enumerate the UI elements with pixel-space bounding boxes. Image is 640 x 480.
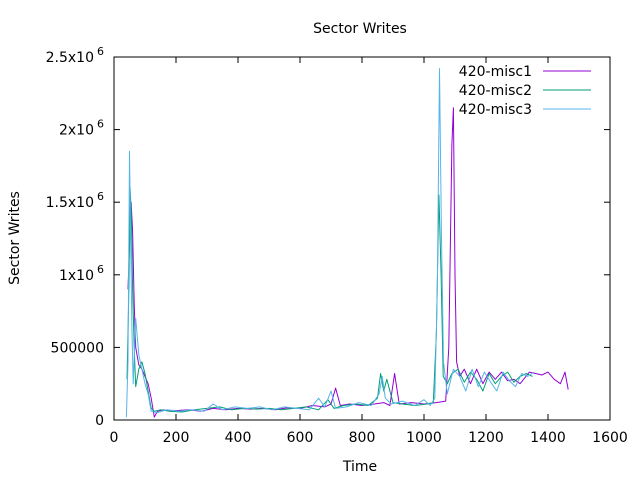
y-tick-label: 2x10 6 xyxy=(59,118,104,139)
y-tick-label: 500000 xyxy=(51,340,104,356)
legend: 420-misc1 420-misc2 420-misc3 xyxy=(459,64,591,118)
series-group xyxy=(125,68,569,418)
series-line-420-misc2 xyxy=(126,187,533,413)
x-tick-label: 200 xyxy=(163,430,190,446)
y-tick-label: 1x10 6 xyxy=(59,263,104,284)
y-axis: 0 500000 1x10 6 1.5x10 6 2x10 6 2.5x10 6 xyxy=(46,45,610,429)
series-line-420-misc3 xyxy=(125,68,535,418)
x-tick-label: 400 xyxy=(225,430,252,446)
x-axis-label: Time xyxy=(342,459,377,475)
x-tick-label: 1200 xyxy=(468,430,504,446)
y-axis-label: Sector Writes xyxy=(7,191,23,285)
x-tick-label: 1400 xyxy=(530,430,566,446)
x-tick-label: 0 xyxy=(110,430,119,446)
x-tick-label: 1600 xyxy=(592,430,628,446)
x-tick-label: 600 xyxy=(287,430,314,446)
chart-title: Sector Writes xyxy=(313,21,407,37)
x-tick-label: 1000 xyxy=(406,430,442,446)
plot-frame xyxy=(113,56,611,421)
series-line-420-misc1 xyxy=(127,107,569,418)
legend-label: 420-misc3 xyxy=(459,102,532,118)
y-tick-label: 2.5x10 6 xyxy=(46,45,104,66)
y-tick-label: 1.5x10 6 xyxy=(46,190,104,211)
y-tick-label: 0 xyxy=(95,413,104,429)
x-tick-label: 800 xyxy=(349,430,376,446)
x-axis: 0 200 400 600 800 1000 1200 1400 1600 xyxy=(110,57,628,446)
legend-label: 420-misc1 xyxy=(459,64,532,80)
legend-label: 420-misc2 xyxy=(459,83,532,99)
